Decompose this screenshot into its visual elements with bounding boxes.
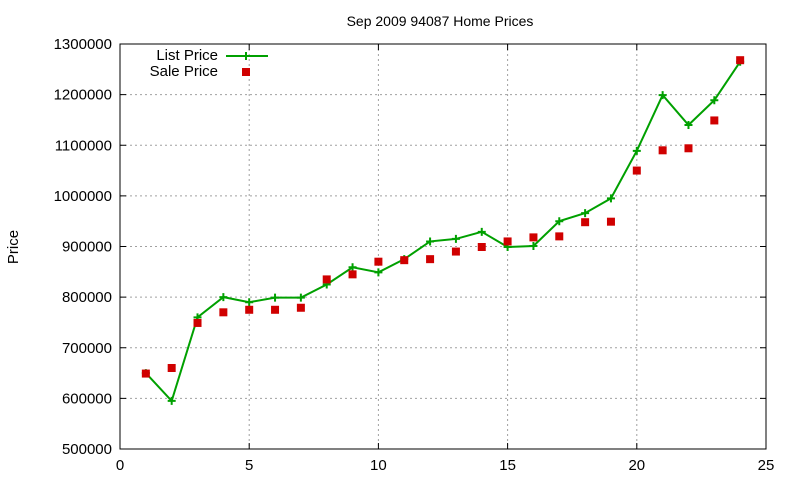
y-tick-label: 800000 [62,289,112,306]
list-price-line [145,61,741,403]
legend-label-sale-price: Sale Price [150,63,218,80]
plot-border [119,43,767,450]
y-tick-label: 1200000 [54,87,112,104]
sale-price-point [555,232,564,241]
y-axis-label: Price [5,230,22,264]
chart-title: Sep 2009 94087 Home Prices [347,13,534,29]
sale-price-point [503,237,512,246]
y-tick-label: 500000 [62,441,112,458]
legend-label-list-price: List Price [156,47,218,64]
ticks: 0 5 10 15 20 25 500000 600000 700000 800000 900000… [54,36,775,474]
list-price-point [477,227,486,236]
sale-price-point [710,116,719,125]
sale-price-point [219,308,228,317]
list-price-point [245,298,254,307]
sale-price-point [632,166,641,175]
sale-price-point [426,255,435,264]
list-price-point [374,268,383,277]
list-price-point [167,396,176,405]
sale-price-point [529,233,538,242]
sale-price-point [141,369,150,378]
list-price-point [296,293,305,302]
sale-price-point [451,247,460,256]
list-price-point [581,209,590,218]
sale-price-point [400,256,409,265]
x-tick-label: 25 [758,457,775,474]
sale-price-point [477,243,486,252]
list-price-point [426,237,435,246]
list-price-point [555,217,564,226]
sale-price-point [167,364,176,372]
sale-price-point [581,218,590,227]
x-tick-label: 5 [245,457,253,474]
legend: List Price Sale Price [150,47,268,80]
y-tick-label: 1300000 [54,36,112,53]
sale-price-point [684,144,693,153]
sale-price-point [348,270,357,279]
sale-price-point [374,257,383,266]
list-price-point [632,146,641,155]
sale-price-point [322,275,331,284]
list-price-point [451,234,460,243]
series [141,56,745,405]
y-tick-label: 600000 [62,390,112,407]
list-price-point [684,121,693,129]
sale-price-point [736,56,745,65]
list-price-point [606,194,615,203]
list-price-point [271,293,280,302]
x-tick-label: 15 [499,457,516,474]
legend-marker-list-price [242,52,250,60]
legend-marker-sale-price [242,68,250,76]
list-price-point [658,91,667,100]
list-price-point [529,241,538,250]
list-price-point [348,263,357,272]
sale-price-point [271,305,280,314]
x-tick-label: 20 [628,457,645,474]
y-tick-label: 900000 [62,239,112,256]
sale-price-point [193,318,202,327]
x-tick-label: 0 [116,457,124,474]
sale-price-point [296,303,305,312]
y-tick-label: 1100000 [55,137,112,154]
grid [120,44,766,449]
y-tick-label: 700000 [62,340,112,357]
x-tick-label: 10 [370,457,387,474]
list-price-point [710,96,719,105]
list-price-point [219,293,228,302]
sale-price-point [606,217,615,226]
y-tick-label: 1000000 [54,188,112,205]
sale-price-point [245,305,254,314]
sale-price-point [658,146,667,155]
